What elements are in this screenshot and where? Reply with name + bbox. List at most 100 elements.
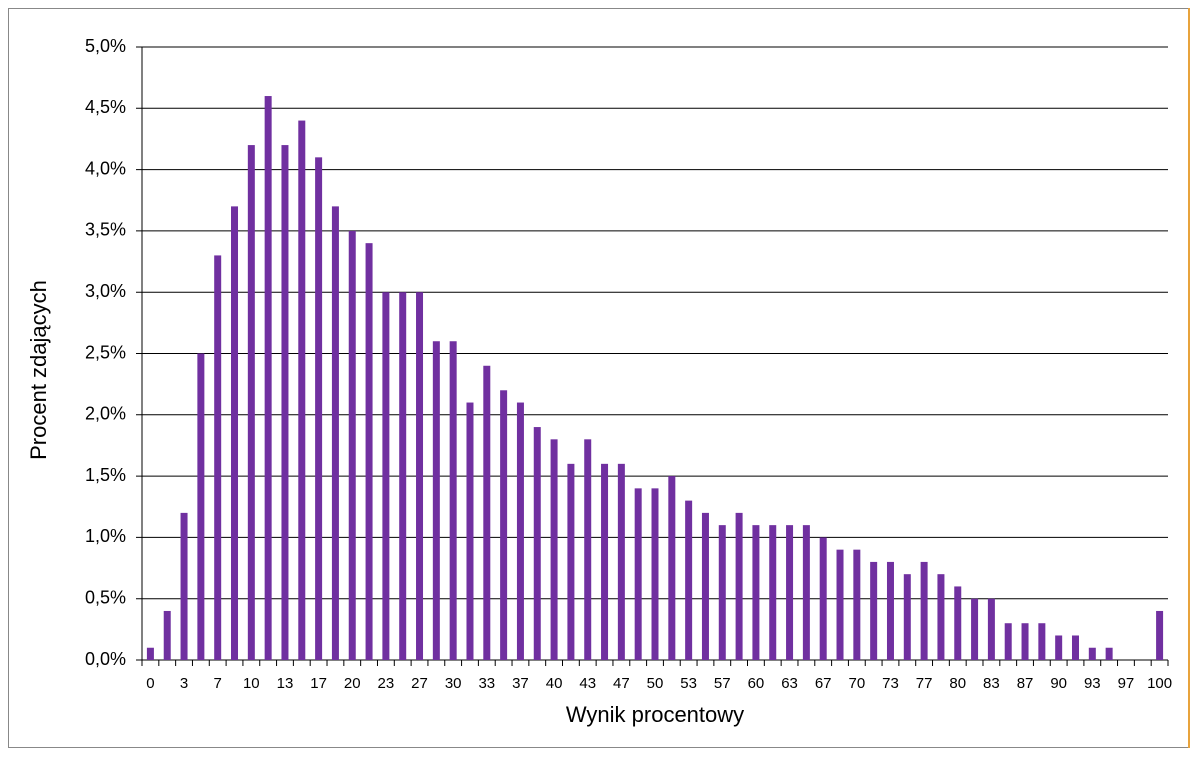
bar xyxy=(786,525,794,660)
y-tick-label: 3,5% xyxy=(85,220,126,240)
y-tick-label: 1,0% xyxy=(85,526,126,546)
bar xyxy=(1004,623,1012,660)
bar xyxy=(146,647,154,660)
bar xyxy=(567,463,575,660)
x-tick-label: 10 xyxy=(243,675,260,692)
bar xyxy=(601,463,609,660)
y-tick-label: 0,0% xyxy=(85,649,126,669)
bar xyxy=(735,512,743,660)
y-tick-label: 1,5% xyxy=(85,465,126,485)
x-tick-label: 23 xyxy=(378,675,395,692)
x-tick-label: 20 xyxy=(344,675,361,692)
bar xyxy=(163,610,171,660)
bar xyxy=(718,525,726,660)
x-tick-label: 13 xyxy=(277,675,294,692)
bar xyxy=(1105,647,1113,660)
x-tick-label: 60 xyxy=(748,675,765,692)
x-tick-label: 30 xyxy=(445,675,462,692)
x-tick-label: 57 xyxy=(714,675,731,692)
bar xyxy=(1021,623,1029,660)
x-tick-label: 73 xyxy=(882,675,899,692)
bar xyxy=(685,500,693,660)
bar xyxy=(853,549,861,660)
x-tick-label: 3 xyxy=(180,675,188,692)
bar xyxy=(483,365,491,660)
x-tick-label: 0 xyxy=(146,675,154,692)
y-tick-label: 0,5% xyxy=(85,587,126,607)
y-tick-label: 3,0% xyxy=(85,281,126,301)
bar xyxy=(180,512,188,660)
bar xyxy=(584,439,592,660)
x-tick-label: 90 xyxy=(1050,675,1067,692)
y-tick-label: 4,5% xyxy=(85,97,126,117)
bar xyxy=(1088,647,1096,660)
x-tick-label: 33 xyxy=(478,675,495,692)
bar xyxy=(1055,635,1063,660)
bar xyxy=(231,206,239,660)
bar xyxy=(701,512,709,660)
x-tick-label: 7 xyxy=(214,675,222,692)
y-tick-label: 2,0% xyxy=(85,404,126,424)
y-tick-label: 2,5% xyxy=(85,342,126,362)
x-tick-label: 83 xyxy=(983,675,1000,692)
x-tick-label: 77 xyxy=(916,675,933,692)
x-tick-label: 97 xyxy=(1118,675,1135,692)
x-tick-label: 87 xyxy=(1017,675,1034,692)
bar xyxy=(247,145,255,660)
bar xyxy=(987,598,995,660)
bar xyxy=(937,574,945,660)
bar xyxy=(315,157,323,660)
x-tick-label: 100 xyxy=(1147,675,1172,692)
bar xyxy=(651,488,659,660)
bar xyxy=(331,206,339,660)
bar xyxy=(668,476,676,660)
x-axis-title: Wynik procentowy xyxy=(566,702,744,727)
bar xyxy=(449,341,457,660)
x-tick-label: 70 xyxy=(848,675,865,692)
bar xyxy=(365,243,373,660)
bar xyxy=(214,255,222,661)
bar xyxy=(1038,623,1046,660)
bar xyxy=(197,353,205,660)
bar xyxy=(1071,635,1079,660)
bar xyxy=(617,463,625,660)
bar xyxy=(954,586,962,660)
bar xyxy=(971,598,979,660)
x-tick-label: 17 xyxy=(310,675,327,692)
bar xyxy=(819,537,827,660)
x-tick-label: 47 xyxy=(613,675,630,692)
bar xyxy=(264,96,272,661)
bar xyxy=(500,390,508,660)
bar xyxy=(870,561,878,660)
bar xyxy=(298,120,306,660)
x-tick-label: 37 xyxy=(512,675,529,692)
bar xyxy=(920,561,928,660)
x-tick-label: 67 xyxy=(815,675,832,692)
y-axis-title: Procent zdających xyxy=(26,280,51,460)
bar xyxy=(382,292,390,660)
bar xyxy=(466,402,474,660)
y-tick-label: 4,0% xyxy=(85,158,126,178)
bar xyxy=(516,402,524,660)
x-tick-label: 80 xyxy=(949,675,966,692)
bar xyxy=(769,525,777,660)
x-tick-label: 43 xyxy=(579,675,596,692)
x-tick-label: 93 xyxy=(1084,675,1101,692)
bar xyxy=(802,525,810,660)
bar xyxy=(432,341,440,660)
bar xyxy=(550,439,558,660)
x-tick-label: 63 xyxy=(781,675,798,692)
bar xyxy=(836,549,844,660)
bar xyxy=(634,488,642,660)
bar xyxy=(1156,610,1164,660)
bar xyxy=(348,230,356,660)
x-tick-label: 50 xyxy=(647,675,664,692)
bar xyxy=(886,561,894,660)
bar xyxy=(281,145,289,660)
bar xyxy=(533,427,541,660)
x-tick-label: 27 xyxy=(411,675,428,692)
bar xyxy=(416,292,424,660)
x-tick-label: 53 xyxy=(680,675,697,692)
bar xyxy=(903,574,911,660)
